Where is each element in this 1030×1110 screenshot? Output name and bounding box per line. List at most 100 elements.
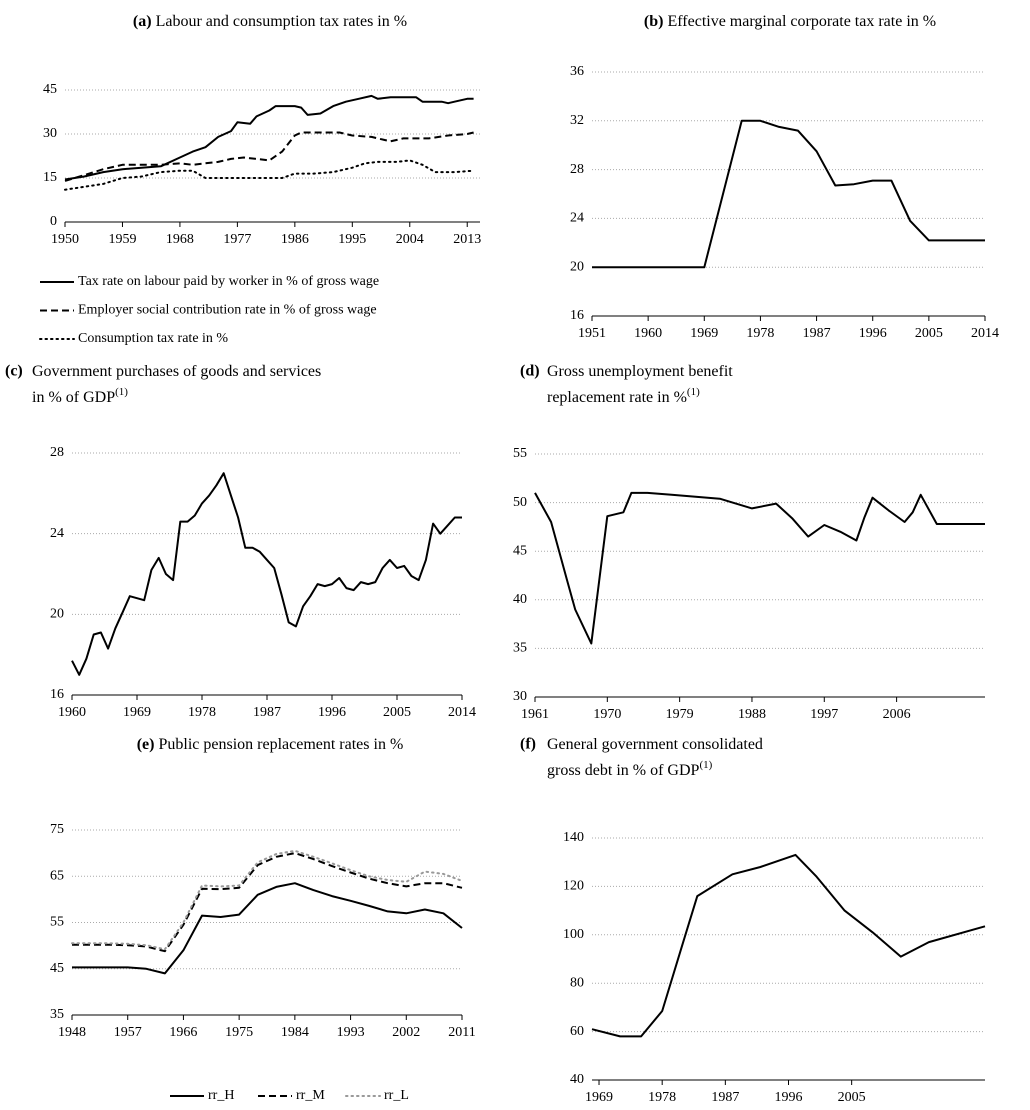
x-tick-label: 1969 [123, 705, 151, 720]
y-tick-label: 140 [563, 830, 584, 845]
y-tick-label: 16 [50, 687, 64, 702]
x-tick-label: 1975 [225, 1025, 253, 1040]
x-tick-label: 2005 [915, 326, 943, 341]
line-series [64, 159, 475, 191]
x-tick-label: 2013 [453, 232, 481, 247]
chart-title: (e) Public pension replacement rates in … [137, 736, 404, 753]
y-tick-label: 0 [50, 214, 57, 229]
x-tick-label: 1986 [281, 232, 309, 247]
y-tick-label: 45 [43, 82, 57, 97]
y-tick-label: 45 [513, 543, 527, 558]
x-tick-label: 1987 [253, 705, 281, 720]
x-tick-label: 1960 [634, 326, 662, 341]
x-tick-label: 1996 [859, 326, 887, 341]
line-series [64, 94, 474, 181]
line-series [71, 472, 462, 676]
title-text: General government consolidated [547, 736, 763, 753]
legend-label: rr_M [296, 1088, 325, 1103]
y-tick-label: 55 [513, 446, 527, 461]
chart-title: in % of GDP(1) [32, 386, 128, 406]
x-tick-label: 1977 [223, 232, 251, 247]
chart-title: Government purchases of goods and servic… [32, 363, 321, 380]
x-tick-label: 1987 [803, 326, 831, 341]
y-tick-label: 24 [50, 526, 64, 541]
y-tick-label: 16 [570, 308, 584, 323]
x-tick-label: 1968 [166, 232, 194, 247]
y-tick-label: 32 [570, 113, 584, 128]
y-tick-label: 28 [50, 445, 64, 460]
chart-title: replacement rate in %(1) [547, 386, 700, 406]
x-tick-label: 2006 [883, 707, 911, 722]
y-tick-label: 100 [563, 927, 584, 942]
y-tick-label: 35 [50, 1007, 64, 1022]
x-tick-label: 2002 [392, 1025, 420, 1040]
x-tick-label: 1988 [738, 707, 766, 722]
y-tick-label: 40 [570, 1072, 584, 1087]
title-text: Effective marginal corporate tax rate in… [667, 13, 936, 30]
x-tick-label: 1966 [169, 1025, 197, 1040]
y-tick-label: 24 [570, 211, 584, 226]
y-tick-label: 40 [513, 592, 527, 607]
y-tick-label: 65 [50, 868, 64, 883]
x-tick-label: 1957 [114, 1025, 142, 1040]
x-tick-label: 1978 [188, 705, 216, 720]
y-tick-label: 50 [513, 495, 527, 510]
x-tick-label: 1996 [775, 1090, 803, 1105]
y-tick-label: 60 [570, 1024, 584, 1039]
x-tick-label: 1997 [810, 707, 838, 722]
panel-label: (e) [137, 736, 155, 753]
y-tick-label: 15 [43, 170, 57, 185]
line-series [72, 852, 463, 953]
line-series [72, 882, 463, 975]
legend-label: rr_L [384, 1088, 409, 1103]
title-note: (1) [699, 759, 712, 771]
panel-label: (f) [520, 736, 536, 753]
x-tick-label: 1951 [578, 326, 606, 341]
x-tick-label: 2004 [396, 232, 424, 247]
legend-label: rr_H [208, 1088, 234, 1103]
x-tick-label: 2005 [383, 705, 411, 720]
chart-title: gross debt in % of GDP(1) [547, 759, 713, 779]
title-text: in % of GDP [32, 389, 115, 406]
x-tick-label: 1959 [108, 232, 136, 247]
y-tick-label: 30 [43, 126, 57, 141]
panel-label: (b) [644, 13, 664, 30]
title-text: replacement rate in % [547, 389, 687, 406]
x-tick-label: 1969 [690, 326, 718, 341]
y-tick-label: 120 [563, 879, 584, 894]
title-text: Public pension replacement rates in % [158, 736, 403, 753]
y-tick-label: 20 [570, 259, 584, 274]
x-tick-label: 1950 [51, 232, 79, 247]
title-text: Labour and consumption tax rates in % [156, 13, 408, 30]
chart-title: (b) Effective marginal corporate tax rat… [644, 13, 936, 30]
x-tick-label: 2014 [448, 705, 476, 720]
panel-label: (c) [5, 363, 23, 380]
y-tick-label: 20 [50, 607, 64, 622]
x-tick-label: 1987 [711, 1090, 739, 1105]
line-series [592, 119, 985, 269]
x-tick-label: 2011 [448, 1025, 475, 1040]
y-tick-label: 36 [570, 64, 584, 79]
chart-title: (a) Labour and consumption tax rates in … [133, 13, 407, 30]
x-tick-label: 2014 [971, 326, 999, 341]
y-tick-label: 75 [50, 822, 64, 837]
line-series [534, 491, 985, 645]
y-tick-label: 45 [50, 961, 64, 976]
y-tick-label: 35 [513, 641, 527, 656]
x-tick-label: 1969 [585, 1090, 613, 1105]
y-tick-label: 55 [50, 915, 64, 930]
title-text: Gross unemployment benefit [547, 363, 733, 380]
x-tick-label: 1948 [58, 1025, 86, 1040]
x-tick-label: 1978 [648, 1090, 676, 1105]
x-tick-label: 2005 [838, 1090, 866, 1105]
x-tick-label: 1984 [281, 1025, 309, 1040]
x-tick-label: 1978 [746, 326, 774, 341]
x-tick-label: 1961 [521, 707, 549, 722]
x-tick-label: 1979 [666, 707, 694, 722]
panel-label: (a) [133, 13, 152, 30]
chart-title: Gross unemployment benefit [547, 363, 733, 380]
legend-label: Employer social contribution rate in % o… [78, 303, 377, 318]
x-tick-label: 1996 [318, 705, 346, 720]
y-tick-label: 80 [570, 975, 584, 990]
